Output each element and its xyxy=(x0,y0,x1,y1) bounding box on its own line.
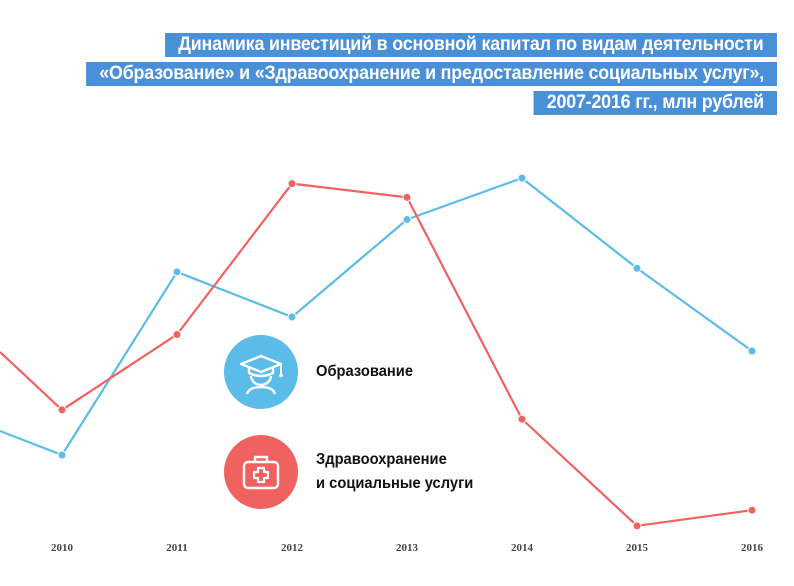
data-point-health-2015 xyxy=(632,521,642,531)
data-point-health-2012 xyxy=(287,179,297,189)
legend-item-education: Образование xyxy=(224,335,421,409)
medical-kit-icon xyxy=(242,455,280,490)
x-tick-label: 2016 xyxy=(741,542,764,554)
data-point-education-2015 xyxy=(632,263,642,273)
x-tick-label: 2011 xyxy=(166,542,187,554)
legend-label-education: Образование xyxy=(316,360,413,384)
data-point-education-2011 xyxy=(172,267,182,277)
data-point-health-2010 xyxy=(57,405,67,415)
data-point-education-2012 xyxy=(287,312,297,322)
title-line-3: 2007-2016 гг., млн рублей xyxy=(533,91,777,115)
health-circle xyxy=(224,435,298,509)
series-0-lead-in xyxy=(0,429,63,457)
title-line-2: «Образование» и «Здравоохранение и предо… xyxy=(85,62,777,86)
x-tick-label: 2013 xyxy=(396,542,419,554)
legend-health-text-1: Здравоохранение xyxy=(316,451,447,468)
x-tick-label: 2014 xyxy=(511,542,534,554)
legend-health-text-2: и социальные услуги xyxy=(316,475,474,492)
series-1-lead-in xyxy=(0,351,63,411)
data-point-education-2010 xyxy=(57,450,67,460)
data-point-health-2013 xyxy=(402,192,412,202)
x-tick-label: 2010 xyxy=(51,542,74,554)
legend-label-health: Здравоохранение и социальные услуги xyxy=(316,448,473,496)
chart-title: Динамика инвестиций в основной капитал п… xyxy=(42,33,777,115)
graduate-cap-icon xyxy=(239,354,283,395)
data-point-education-2013 xyxy=(402,214,412,224)
title-line-1: Динамика инвестиций в основной капитал п… xyxy=(165,33,777,57)
data-point-health-2011 xyxy=(172,329,182,339)
legend-item-health: Здравоохранение и социальные услуги xyxy=(224,435,487,509)
education-circle xyxy=(224,335,298,409)
x-tick-label: 2012 xyxy=(281,542,304,554)
data-point-health-2016 xyxy=(747,505,757,515)
x-tick-label: 2015 xyxy=(626,542,649,554)
legend-education-text: Образование xyxy=(316,363,414,380)
data-point-education-2014 xyxy=(517,173,527,183)
data-point-education-2016 xyxy=(747,346,757,356)
data-point-health-2014 xyxy=(517,414,527,424)
